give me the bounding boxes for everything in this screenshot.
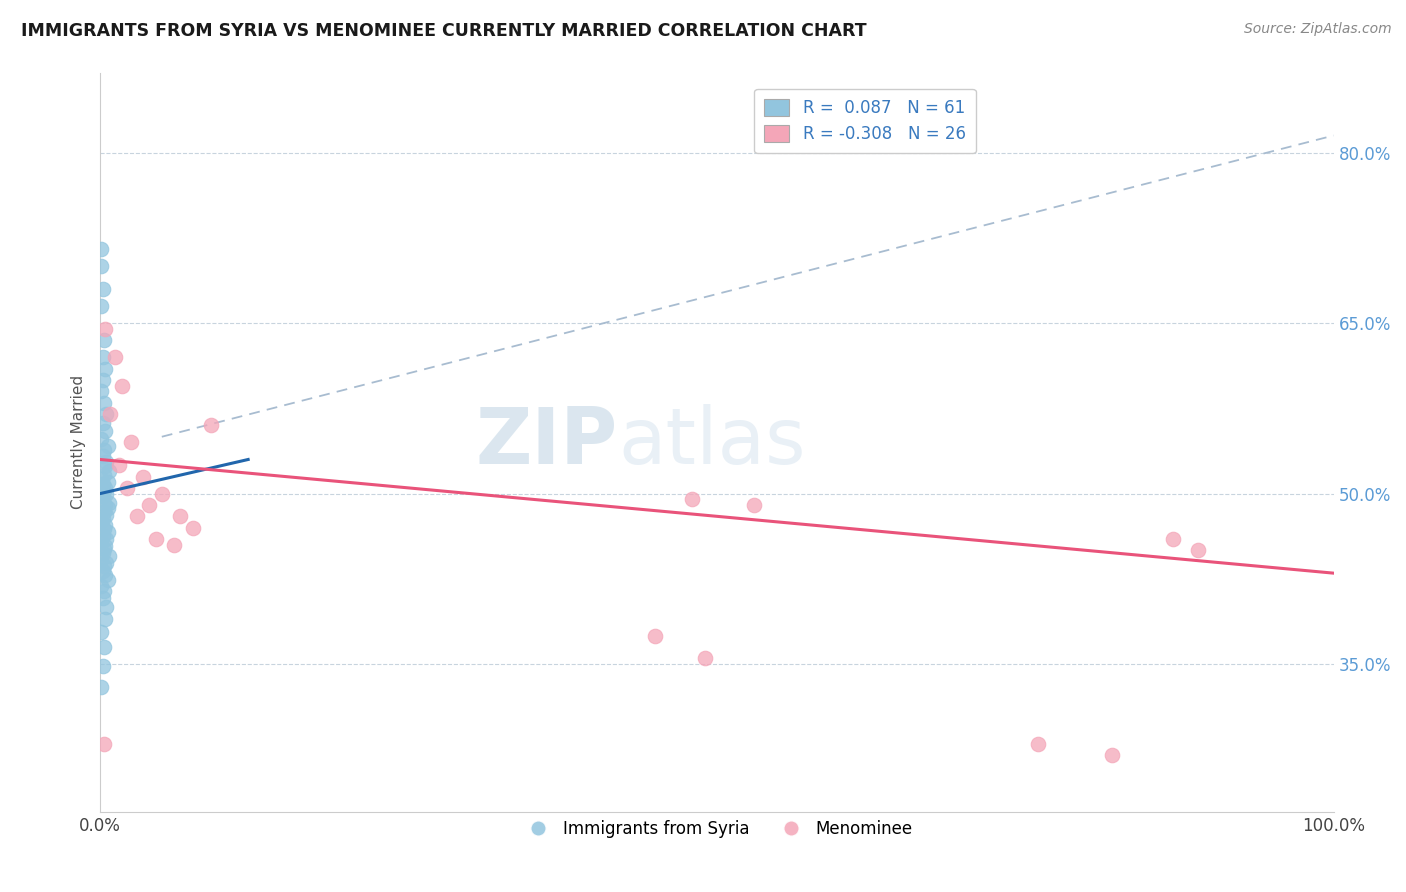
Point — [200, 418, 222, 433]
Point — [94, 539, 117, 553]
Point — [1101, 747, 1123, 762]
Point — [94, 612, 117, 626]
Point — [96, 486, 118, 500]
Point — [91, 659, 114, 673]
Point — [96, 407, 118, 421]
Point — [181, 521, 204, 535]
Point — [93, 443, 115, 458]
Point — [91, 373, 114, 387]
Point — [91, 477, 114, 491]
Point — [94, 498, 117, 512]
Point — [91, 449, 114, 463]
Point — [132, 469, 155, 483]
Point — [93, 505, 115, 519]
Point — [169, 509, 191, 524]
Point — [117, 481, 139, 495]
Point — [93, 522, 115, 536]
Point — [94, 459, 117, 474]
Point — [236, 875, 259, 889]
Point — [96, 556, 118, 570]
Point — [145, 532, 167, 546]
Text: Source: ZipAtlas.com: Source: ZipAtlas.com — [1244, 22, 1392, 37]
Point — [98, 407, 121, 421]
Point — [94, 518, 117, 533]
Point — [96, 455, 118, 469]
Point — [96, 508, 118, 523]
Point — [91, 528, 114, 542]
Point — [93, 542, 115, 557]
Point — [91, 546, 114, 560]
Point — [94, 361, 117, 376]
Point — [94, 322, 117, 336]
Point — [90, 552, 112, 566]
Point — [94, 568, 117, 582]
Point — [163, 538, 186, 552]
Point — [127, 509, 149, 524]
Point — [90, 579, 112, 593]
Point — [93, 584, 115, 599]
Point — [91, 564, 114, 578]
Point — [111, 378, 134, 392]
Point — [90, 472, 112, 486]
Y-axis label: Currently Married: Currently Married — [72, 376, 86, 509]
Point — [90, 535, 112, 549]
Point — [91, 489, 114, 503]
Point — [90, 492, 112, 507]
Point — [96, 439, 118, 453]
Point — [150, 486, 173, 500]
Point — [120, 435, 142, 450]
Point — [93, 484, 115, 499]
Point — [91, 416, 114, 430]
Text: IMMIGRANTS FROM SYRIA VS MENOMINEE CURRENTLY MARRIED CORRELATION CHART: IMMIGRANTS FROM SYRIA VS MENOMINEE CURRE… — [21, 22, 866, 40]
Point — [90, 384, 112, 399]
Point — [93, 737, 115, 751]
Point — [90, 259, 112, 273]
Point — [97, 549, 120, 563]
Point — [644, 629, 666, 643]
Point — [104, 350, 127, 364]
Point — [1026, 737, 1049, 751]
Point — [96, 475, 118, 490]
Point — [94, 481, 117, 495]
Point — [1161, 532, 1184, 546]
Point — [90, 680, 112, 694]
Text: atlas: atlas — [619, 404, 806, 481]
Point — [742, 498, 765, 512]
Point — [96, 573, 118, 587]
Text: ZIP: ZIP — [477, 404, 619, 481]
Point — [93, 468, 115, 483]
Point — [96, 532, 118, 546]
Point — [96, 600, 118, 615]
Point — [90, 299, 112, 313]
Point — [96, 525, 118, 540]
Point — [90, 432, 112, 446]
Point — [91, 511, 114, 525]
Point — [90, 515, 112, 529]
Point — [96, 501, 118, 516]
Point — [90, 625, 112, 640]
Point — [90, 242, 112, 256]
Point — [107, 458, 129, 472]
Point — [97, 496, 120, 510]
Point — [93, 333, 115, 347]
Point — [91, 591, 114, 606]
Point — [93, 395, 115, 409]
Point — [693, 651, 716, 665]
Point — [93, 559, 115, 574]
Point — [91, 350, 114, 364]
Point — [1187, 543, 1209, 558]
Point — [93, 640, 115, 654]
Legend: Immigrants from Syria, Menominee: Immigrants from Syria, Menominee — [515, 813, 920, 844]
Point — [91, 282, 114, 296]
Point — [97, 464, 120, 478]
Point — [681, 492, 703, 507]
Point — [138, 498, 160, 512]
Point — [94, 424, 117, 438]
